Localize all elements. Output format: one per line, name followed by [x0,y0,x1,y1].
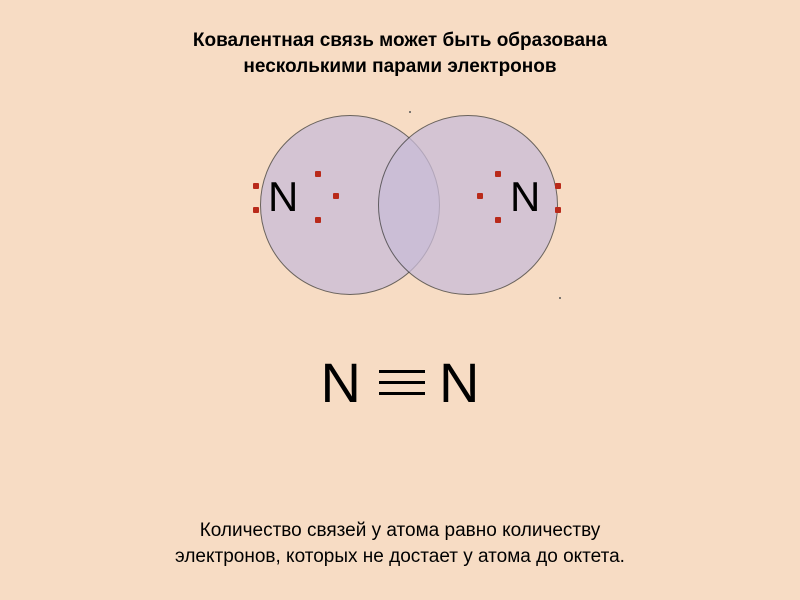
electron-dot [559,297,561,299]
slide-title: Ковалентная связь может быть образована … [0,28,800,79]
bond-line [379,370,425,373]
formula-left-n: N [321,350,361,415]
formula-right-n: N [439,350,479,415]
atom-label-n: N [268,173,298,221]
electron-dot [495,171,501,177]
bond-line [379,381,425,384]
venn-diagram: NN [215,105,585,305]
title-line-2: несколькими парами электронов [243,56,556,77]
bond-formula: N N [0,350,800,415]
footer-line-1: Количество связей у атома равно количест… [200,520,601,541]
footer-line-2: электронов, которых не достает у атома д… [175,546,625,567]
electron-dot [555,207,561,213]
atom-label-n: N [510,173,540,221]
slide: Ковалентная связь может быть образована … [0,0,800,600]
title-line-1: Ковалентная связь может быть образована [193,30,607,51]
electron-dot [477,193,483,199]
electron-dot [409,111,411,113]
electron-dot [555,183,561,189]
electron-dot [315,171,321,177]
bond-line [379,392,425,395]
triple-bond-icon [379,370,425,395]
slide-footer: Количество связей у атома равно количест… [0,518,800,569]
electron-dot [333,193,339,199]
electron-dot [315,217,321,223]
electron-dot [253,183,259,189]
electron-dot [495,217,501,223]
electron-dot [253,207,259,213]
